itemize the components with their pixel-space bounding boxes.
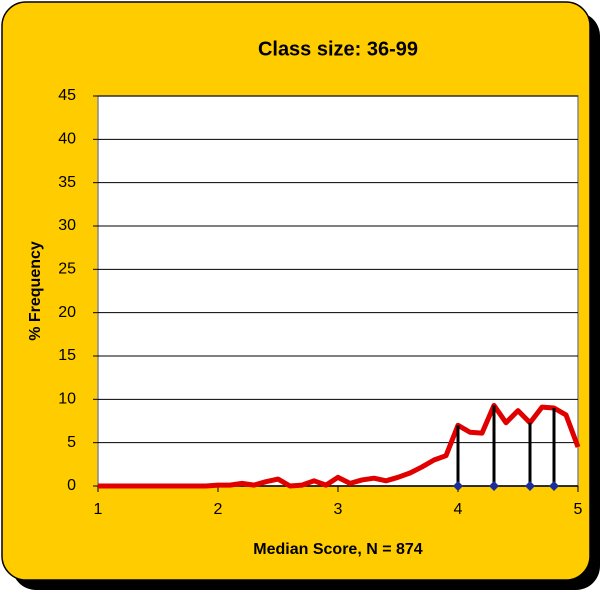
data-line: [98, 402, 581, 489]
y-axis-label: % Frequency: [27, 241, 44, 341]
y-tick-label: 30: [58, 217, 76, 234]
x-tick-label: 5: [574, 501, 583, 518]
y-tick-label: 0: [67, 477, 76, 494]
x-tick-label: 3: [334, 501, 343, 518]
y-tick-label: 15: [58, 347, 76, 364]
y-tick-label: 25: [58, 261, 76, 278]
y-tick-label: 10: [58, 391, 76, 408]
stem-marker: [525, 481, 535, 491]
x-axis-label: Median Score, N = 874: [253, 541, 423, 558]
y-tick-label: 5: [67, 434, 76, 451]
y-tick-label: 40: [58, 131, 76, 148]
chart-title: Class size: 36-99: [258, 38, 418, 60]
y-tick-label: 45: [58, 87, 76, 104]
stem-marker: [549, 481, 559, 491]
x-tick-label: 2: [214, 501, 223, 518]
x-tick-label: 4: [454, 501, 463, 518]
stem-marker: [453, 481, 463, 491]
plot-area: [97, 95, 579, 487]
stem-marker: [489, 481, 499, 491]
y-tick-label: 35: [58, 174, 76, 191]
x-tick-label: 1: [94, 501, 103, 518]
y-tick-label: 20: [58, 304, 76, 321]
